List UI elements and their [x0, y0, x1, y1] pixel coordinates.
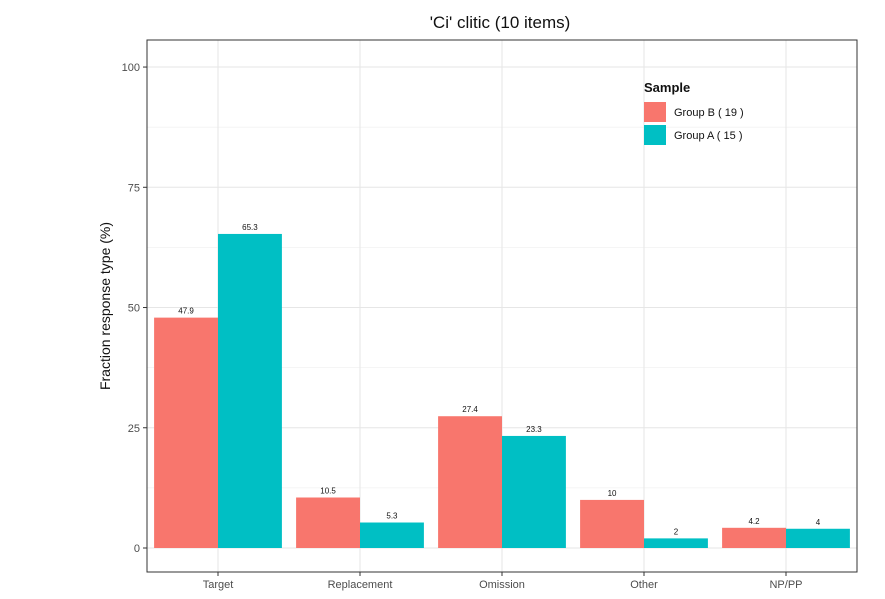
bar	[154, 317, 218, 548]
legend-key	[644, 125, 666, 145]
x-tick-label: Target	[203, 579, 234, 591]
bar-value-label: 5.3	[386, 512, 398, 521]
bar-value-labels: 47.9 65.3 10.5 5.3 27.4 23.3 10 2 4.2 4	[178, 223, 820, 536]
y-tick-label: 100	[122, 62, 140, 74]
x-tick-label: NP/PP	[769, 579, 802, 591]
x-tick-label: Omission	[479, 579, 525, 591]
x-tick-label: Other	[630, 579, 658, 591]
bar	[644, 538, 708, 548]
bars	[154, 233, 850, 548]
bar-value-label: 27.4	[462, 405, 478, 414]
bar	[580, 499, 644, 548]
legend-key	[644, 102, 666, 122]
legend: Sample Group B ( 19 ) Group A ( 15 )	[644, 80, 744, 145]
y-tick-label: 50	[128, 303, 140, 315]
bar-value-label: 10	[608, 489, 617, 498]
bar-value-label: 10.5	[320, 487, 336, 496]
legend-label: Group B ( 19 )	[674, 107, 744, 119]
bar	[296, 497, 360, 548]
y-tick-label: 25	[128, 423, 140, 435]
bar	[786, 528, 850, 548]
y-tick-label: 75	[128, 182, 140, 194]
legend-label: Group A ( 15 )	[674, 130, 742, 142]
y-tick-label: 0	[134, 543, 140, 555]
x-tick-label: Replacement	[328, 579, 393, 591]
bar-value-label: 23.3	[526, 425, 542, 434]
bar	[218, 233, 282, 548]
x-axis-ticks: Target Replacement Omission Other NP/PP	[203, 572, 803, 591]
chart-title: 'Ci' clitic (10 items)	[430, 13, 571, 32]
bar	[438, 416, 502, 548]
bar	[722, 527, 786, 548]
y-axis-title: Fraction response type (%)	[97, 222, 113, 390]
bar-value-label: 4.2	[748, 517, 760, 526]
bar-value-label: 4	[816, 518, 821, 527]
y-axis-ticks: 0 25 50 75 100	[122, 62, 147, 555]
bar-value-label: 2	[674, 527, 679, 536]
bar	[502, 435, 566, 548]
legend-title: Sample	[644, 80, 690, 95]
bar-value-label: 47.9	[178, 307, 194, 316]
bar	[360, 522, 424, 548]
bar-value-label: 65.3	[242, 223, 258, 232]
